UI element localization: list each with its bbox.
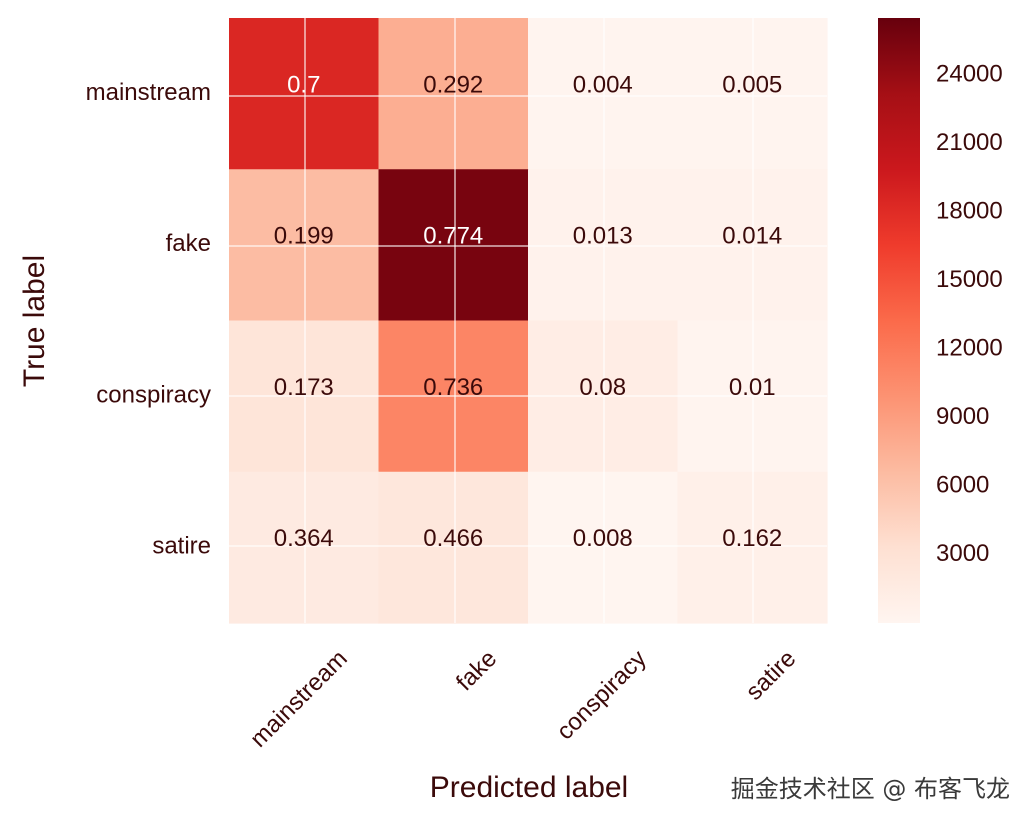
- colorbar-tick-label: 18000: [936, 197, 1003, 224]
- y-axis-title: True label: [18, 255, 51, 387]
- colorbar-tick-label: 3000: [936, 540, 989, 567]
- colorbar-tick-label: 6000: [936, 471, 989, 498]
- y-tick-label-fake: fake: [166, 230, 211, 257]
- cell-value-label: 0.7: [287, 71, 320, 98]
- colorbar-tick-label: 21000: [936, 129, 1003, 156]
- cell-value-label: 0.466: [423, 525, 483, 552]
- colorbar-tick-label: 9000: [936, 403, 989, 430]
- watermark-text: 掘金技术社区 @ 布客飞龙: [730, 775, 1010, 803]
- cell-value-label: 0.004: [573, 71, 633, 98]
- cell-value-label: 0.199: [274, 223, 334, 250]
- heatmap-cell-mainstream-fake: [378, 18, 529, 170]
- colorbar: [878, 18, 920, 623]
- cell-value-label: 0.014: [722, 223, 782, 250]
- colorbar-tick-label: 12000: [936, 334, 1003, 361]
- cell-value-label: 0.08: [579, 374, 626, 401]
- cell-value-label: 0.008: [573, 525, 633, 552]
- cell-value-label: 0.292: [423, 71, 483, 98]
- x-tick-label-mainstream: mainstream: [245, 645, 353, 753]
- cell-value-label: 0.013: [573, 223, 633, 250]
- cell-labels: 0.7 0.292 0.004 0.005 0.199 0.774 0.013 0.014 0.…: [274, 71, 783, 552]
- grid-lines: [229, 18, 827, 623]
- x-axis-ticks: mainstream fake conspiracy satire: [245, 645, 801, 753]
- x-tick-label-fake: fake: [451, 645, 502, 696]
- x-tick-label-satire: satire: [741, 645, 802, 706]
- cell-value-label: 0.01: [729, 374, 776, 401]
- cell-value-label: 0.173: [274, 374, 334, 401]
- cell-value-label: 0.774: [423, 223, 483, 250]
- y-tick-label-satire: satire: [152, 533, 211, 560]
- cell-value-label: 0.005: [722, 71, 782, 98]
- y-axis-ticks: mainstream fake conspiracy satire: [86, 79, 211, 560]
- cell-value-label: 0.364: [274, 525, 334, 552]
- cell-value-label: 0.736: [423, 374, 483, 401]
- colorbar-ticks: 3000 6000 9000 12000 15000 18000 21000 24000: [936, 60, 1003, 566]
- y-tick-label-mainstream: mainstream: [86, 79, 211, 106]
- colorbar-tick-label: 24000: [936, 60, 1003, 87]
- cell-value-label: 0.162: [722, 525, 782, 552]
- y-tick-label-conspiracy: conspiracy: [96, 381, 211, 408]
- x-axis-title: Predicted label: [430, 771, 628, 804]
- colorbar-tick-label: 15000: [936, 266, 1003, 293]
- heatmap-cell-satire-fake: [378, 471, 529, 624]
- x-tick-label-conspiracy: conspiracy: [552, 645, 652, 745]
